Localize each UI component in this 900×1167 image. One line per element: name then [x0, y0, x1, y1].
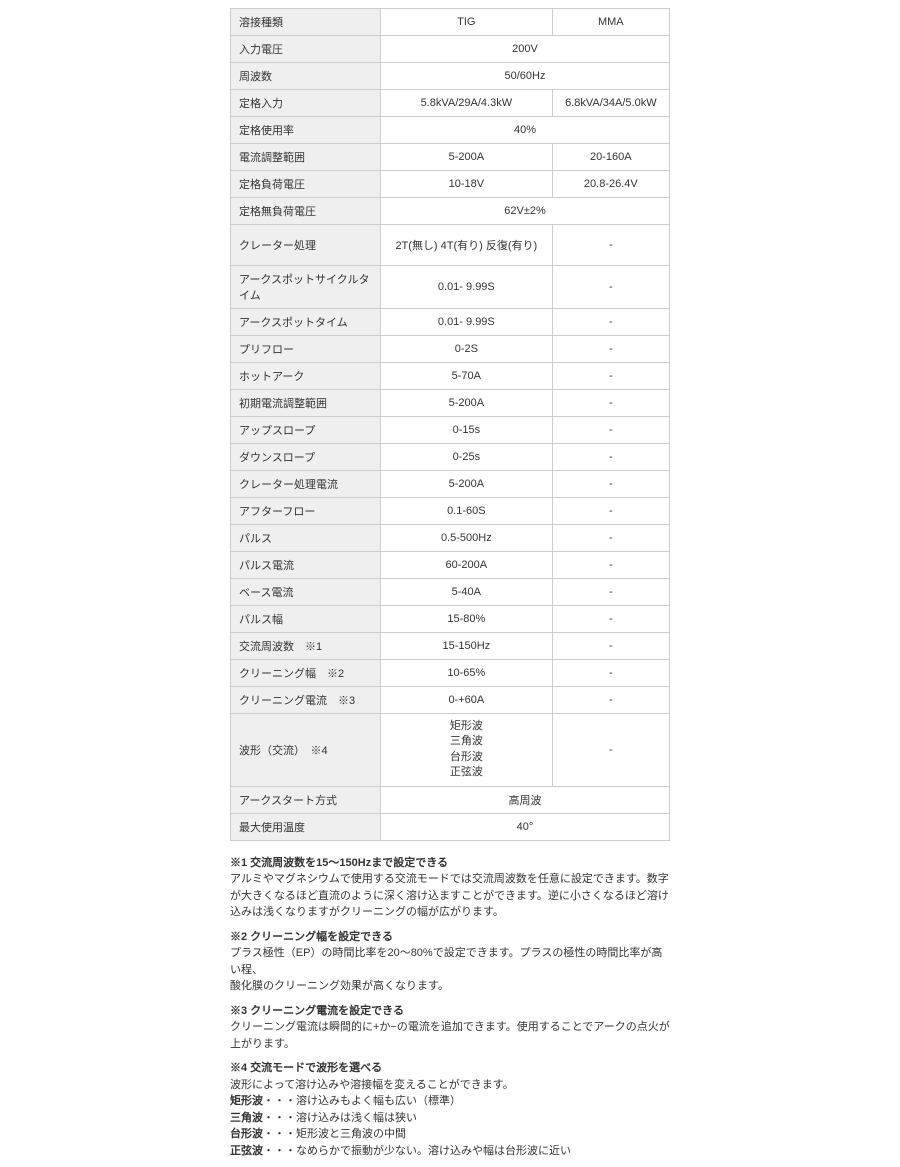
row-value-mma: - — [552, 225, 669, 266]
note-heading: ※1 交流周波数を15〜150Hzまで設定できる — [230, 855, 670, 872]
row-value-mma: - — [552, 471, 669, 498]
row-value-tig: 15-150Hz — [381, 633, 553, 660]
row-value-mma: - — [552, 606, 669, 633]
row-value-mma: - — [552, 498, 669, 525]
row-label: プリフロー — [231, 336, 381, 363]
row-label: アークスタート方式 — [231, 786, 381, 813]
row-value-mma: - — [552, 579, 669, 606]
note-list-item: 矩形波・・・溶け込みもよく幅も広い（標準） — [230, 1093, 670, 1110]
row-value-tig: 5-40A — [381, 579, 553, 606]
row-value-tig: 5-200A — [381, 390, 553, 417]
row-value-mma: - — [552, 687, 669, 714]
row-value-mma: - — [552, 417, 669, 444]
row-value-mma: - — [552, 660, 669, 687]
row-value-tig: 5-70A — [381, 363, 553, 390]
note-body: アルミやマグネシウムで使用する交流モードでは交流周波数を任意に設定できます。数字… — [230, 871, 670, 921]
note-list-item: 三角波・・・溶け込みは浅く幅は狭い — [230, 1110, 670, 1127]
row-label: 定格無負荷電圧 — [231, 198, 381, 225]
row-value-tig: 2T(無し) 4T(有り) 反復(有り) — [381, 225, 553, 266]
row-value-tig: 15-80% — [381, 606, 553, 633]
row-label: クレーター処理電流 — [231, 471, 381, 498]
row-value-tig: 10-65% — [381, 660, 553, 687]
note-body: 酸化膜のクリーニング効果が高くなります。 — [230, 978, 670, 995]
row-value: 40° — [381, 813, 670, 840]
row-value-mma: - — [552, 266, 669, 309]
row-value-mma: 20-160A — [552, 144, 669, 171]
note-list-item: 台形波・・・矩形波と三角波の中間 — [230, 1126, 670, 1143]
row-label: 最大使用温度 — [231, 813, 381, 840]
row-value-mma: - — [552, 363, 669, 390]
row-value: 62V±2% — [381, 198, 670, 225]
header-col-mma: MMA — [552, 9, 669, 36]
row-value-mma: - — [552, 525, 669, 552]
row-value: 高周波 — [381, 786, 670, 813]
note-list-item: 正弦波・・・なめらかで振動が少ない。溶け込みや幅は台形波に近い — [230, 1143, 670, 1160]
row-label: 電流調整範囲 — [231, 144, 381, 171]
row-label: 入力電圧 — [231, 36, 381, 63]
row-value-tig: 0.5-500Hz — [381, 525, 553, 552]
note-heading: ※2 クリーニング幅を設定できる — [230, 929, 670, 946]
row-label: パルス幅 — [231, 606, 381, 633]
note-heading: ※3 クリーニング電流を設定できる — [230, 1003, 670, 1020]
row-label: アフターフロー — [231, 498, 381, 525]
row-label: パルス — [231, 525, 381, 552]
row-label: ホットアーク — [231, 363, 381, 390]
footnotes: ※1 交流周波数を15〜150Hzまで設定できるアルミやマグネシウムで使用する交… — [230, 855, 670, 1160]
note-heading: ※4 交流モードで波形を選べる — [230, 1060, 670, 1077]
note-body: 波形によって溶け込みや溶接幅を変えることができます。 — [230, 1077, 670, 1094]
row-value-tig: 60-200A — [381, 552, 553, 579]
header-label: 溶接種類 — [231, 9, 381, 36]
row-value-tig: 0-25s — [381, 444, 553, 471]
row-value-mma: - — [552, 714, 669, 787]
row-label: クリーニング電流 ※3 — [231, 687, 381, 714]
row-label: アークスポットタイム — [231, 309, 381, 336]
row-label: パルス電流 — [231, 552, 381, 579]
row-label: 定格負荷電圧 — [231, 171, 381, 198]
spec-table: 溶接種類TIGMMA 入力電圧200V周波数50/60Hz定格入力5.8kVA/2… — [230, 8, 670, 841]
row-value-mma: 20.8-26.4V — [552, 171, 669, 198]
row-label: 定格入力 — [231, 90, 381, 117]
row-value-tig: 0-2S — [381, 336, 553, 363]
row-value-tig: 0-+60A — [381, 687, 553, 714]
row-value-mma: - — [552, 444, 669, 471]
row-value-tig: 0.01- 9.99S — [381, 266, 553, 309]
row-value-tig: 矩形波三角波台形波正弦波 — [381, 714, 553, 787]
row-value-mma: - — [552, 390, 669, 417]
header-col-tig: TIG — [381, 9, 553, 36]
row-label: クレーター処理 — [231, 225, 381, 266]
row-value-tig: 0.1-60S — [381, 498, 553, 525]
row-label: 初期電流調整範囲 — [231, 390, 381, 417]
row-label: 交流周波数 ※1 — [231, 633, 381, 660]
note-body: クリーニング電流は瞬間的に+か−の電流を追加できます。使用することでアークの点火… — [230, 1019, 670, 1052]
row-value-tig: 5-200A — [381, 471, 553, 498]
row-value: 50/60Hz — [381, 63, 670, 90]
row-label: クリーニング幅 ※2 — [231, 660, 381, 687]
row-label: 周波数 — [231, 63, 381, 90]
row-value-tig: 10-18V — [381, 171, 553, 198]
row-label: 波形（交流） ※4 — [231, 714, 381, 787]
row-value-tig: 0-15s — [381, 417, 553, 444]
row-value-mma: - — [552, 552, 669, 579]
row-value-tig: 5-200A — [381, 144, 553, 171]
row-value: 200V — [381, 36, 670, 63]
row-label: アークスポットサイクルタイム — [231, 266, 381, 309]
row-value: 40% — [381, 117, 670, 144]
row-label: ベース電流 — [231, 579, 381, 606]
row-label: 定格使用率 — [231, 117, 381, 144]
row-value-mma: 6.8kVA/34A/5.0kW — [552, 90, 669, 117]
row-value-tig: 0.01- 9.99S — [381, 309, 553, 336]
row-label: ダウンスロープ — [231, 444, 381, 471]
row-value-mma: - — [552, 309, 669, 336]
note-body: プラス極性（EP）の時間比率を20〜80%で設定できます。プラスの極性の時間比率… — [230, 945, 670, 978]
row-value-mma: - — [552, 336, 669, 363]
row-value-mma: - — [552, 633, 669, 660]
row-label: アップスロープ — [231, 417, 381, 444]
row-value-tig: 5.8kVA/29A/4.3kW — [381, 90, 553, 117]
